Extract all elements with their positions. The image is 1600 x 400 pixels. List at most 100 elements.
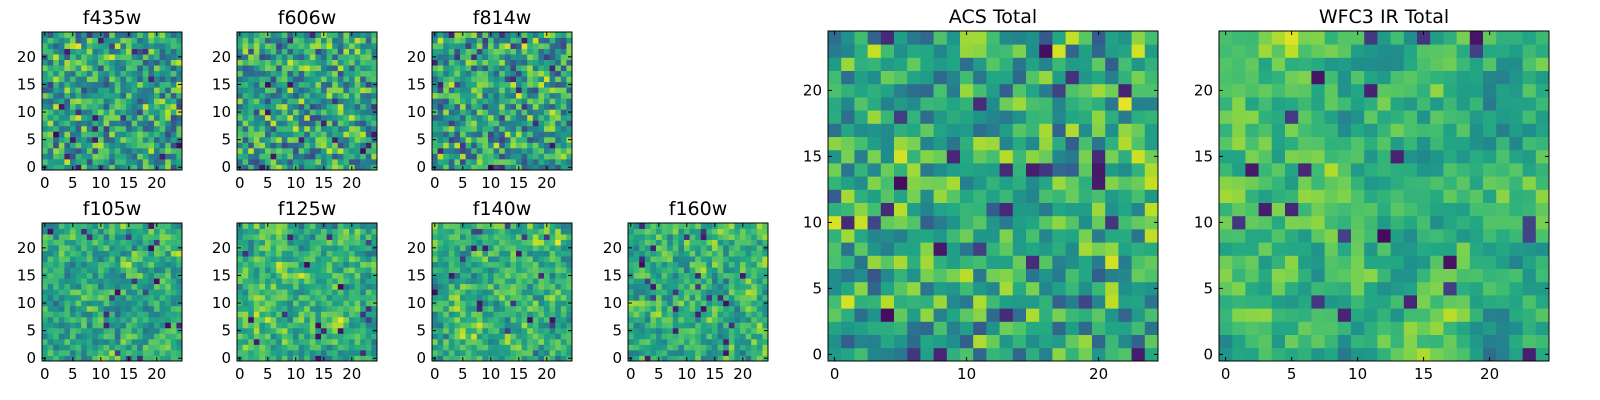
heatmap-cell <box>437 245 444 251</box>
heatmap-cell <box>1092 255 1106 269</box>
heatmap-cell <box>532 333 539 340</box>
heatmap-cell <box>488 344 494 351</box>
heatmap-cell <box>315 70 322 77</box>
heatmap-cell <box>304 37 311 44</box>
heatmap-cell <box>270 158 277 165</box>
heatmap-cell <box>354 158 361 165</box>
heatmap-cell <box>298 147 305 154</box>
heatmap-cell <box>365 283 372 290</box>
heatmap-cell <box>270 327 277 334</box>
heatmap-cell <box>137 261 144 268</box>
heatmap-cell <box>126 300 132 307</box>
heatmap-cell <box>432 153 438 160</box>
heatmap-cell <box>684 289 690 296</box>
heatmap-cell <box>867 255 882 269</box>
heatmap-cell <box>75 142 82 149</box>
heatmap-cell <box>1012 255 1027 269</box>
heatmap-cell <box>544 92 550 99</box>
heatmap-cell <box>544 48 550 55</box>
heatmap-cell <box>907 229 921 243</box>
heatmap-cell <box>293 109 299 116</box>
heatmap-cell <box>47 32 54 38</box>
heatmap-cell <box>137 333 144 340</box>
heatmap-cell <box>304 355 311 362</box>
heatmap-cell <box>64 289 71 296</box>
heatmap-cell <box>723 250 730 257</box>
heatmap-cell <box>538 37 545 44</box>
heatmap-cell <box>488 125 494 132</box>
heatmap-cell <box>527 92 534 99</box>
heatmap-cell <box>448 333 455 340</box>
heatmap-cell <box>154 37 160 44</box>
heatmap-cell <box>321 114 327 121</box>
heatmap-cell <box>75 147 82 154</box>
heatmap-cell <box>504 92 511 99</box>
heatmap-cell <box>841 215 855 230</box>
heatmap-cell <box>532 234 539 240</box>
heatmap-cell <box>672 294 679 301</box>
heatmap-cell <box>454 59 461 66</box>
heatmap-cell <box>126 147 132 154</box>
heatmap-cell <box>633 305 640 312</box>
heatmap-cell <box>454 250 461 257</box>
heatmap-cell <box>92 355 99 362</box>
heatmap-cell <box>920 202 934 217</box>
heatmap-cell <box>276 109 283 116</box>
heatmap-cell <box>661 327 668 334</box>
heatmap-cell <box>64 234 71 240</box>
heatmap-cell <box>443 305 450 312</box>
heatmap-cell <box>92 59 99 66</box>
heatmap-cell <box>999 229 1014 243</box>
heatmap-cell <box>64 278 71 285</box>
heatmap-cell <box>667 261 674 268</box>
heatmap-cell <box>555 70 562 77</box>
heatmap-cell <box>532 355 539 362</box>
heatmap-cell <box>287 65 294 72</box>
heatmap-cell <box>656 283 662 290</box>
heatmap-cell <box>98 136 104 143</box>
heatmap-cell <box>854 176 868 190</box>
heatmap-cell <box>154 158 160 165</box>
heatmap-cell <box>560 327 567 334</box>
heatmap-cell <box>728 239 735 246</box>
heatmap-cell <box>92 76 99 83</box>
heatmap-cell <box>248 250 255 257</box>
heatmap-cell <box>309 349 316 356</box>
heatmap-cell <box>946 229 961 243</box>
heatmap-cell <box>64 245 71 251</box>
heatmap-cell <box>120 305 127 312</box>
heatmap-cell <box>159 283 166 290</box>
heatmap-cell <box>566 250 573 257</box>
heatmap-cell <box>47 245 54 251</box>
heatmap-cell <box>276 98 283 105</box>
heatmap-cell <box>471 239 478 246</box>
heatmap-cell <box>281 109 288 116</box>
heatmap-cell <box>532 294 539 301</box>
heatmap-cell <box>114 87 121 94</box>
heatmap-cell <box>471 70 478 77</box>
heatmap-cell <box>42 338 48 345</box>
heatmap-cell <box>159 54 166 60</box>
heatmap-cell <box>460 131 466 138</box>
heatmap-cell <box>549 261 556 268</box>
heatmap-cell <box>510 223 517 229</box>
x-tick-label: 15 <box>119 174 138 192</box>
heatmap-cell <box>47 87 54 94</box>
heatmap-cell <box>465 70 472 77</box>
heatmap-cell <box>476 131 483 138</box>
heatmap-cell <box>58 87 65 94</box>
heatmap-cell <box>371 43 378 49</box>
heatmap-cell <box>510 147 517 154</box>
heatmap-cell <box>488 261 494 268</box>
heatmap-cell <box>270 239 277 246</box>
heatmap-cell <box>114 305 121 312</box>
heatmap-cell <box>555 164 562 171</box>
heatmap-cell <box>920 215 934 230</box>
heatmap-cell <box>354 261 361 268</box>
heatmap-cell <box>242 283 249 290</box>
heatmap-cell <box>165 120 172 127</box>
heatmap-cell <box>148 142 155 149</box>
heatmap-cell <box>437 98 444 105</box>
x-tick-label: 5 <box>263 174 273 192</box>
heatmap-cell <box>131 289 138 296</box>
